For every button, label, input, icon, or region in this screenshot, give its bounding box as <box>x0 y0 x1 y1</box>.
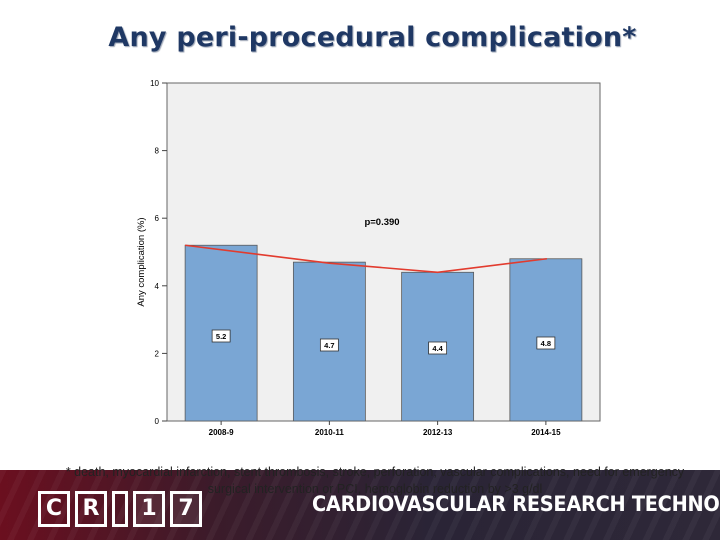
y-tick-label: 0 <box>155 417 160 426</box>
footer-banner: C R 1 7 CARDIOVASCULAR RESEARCH TECHNOLO… <box>0 470 720 540</box>
data-label: 4.4 <box>432 344 443 353</box>
y-tick-label: 4 <box>155 282 160 291</box>
footnote: * death, myocardial infarction, stent th… <box>65 465 685 496</box>
logo-letter <box>112 491 128 527</box>
data-label-box <box>211 329 231 343</box>
logo-letter: C <box>38 491 70 527</box>
x-tick-label: 2012-13 <box>423 428 453 437</box>
data-label-box <box>319 338 339 352</box>
trend-line <box>185 244 547 274</box>
x-tick-label: 2014-15 <box>531 428 561 437</box>
logo-letter: 7 <box>170 491 202 527</box>
data-label: 5.2 <box>216 332 226 341</box>
x-tick-label: 2010-11 <box>315 428 344 437</box>
data-label-box <box>428 341 448 355</box>
bar-chart: 0 2 4 6 8 10 Any complication (%) 2008-9 2010-11… <box>136 79 601 437</box>
logo-letter: 1 <box>133 491 165 527</box>
x-tick-label: 2008-9 <box>209 428 234 437</box>
p-value-annotation: p=0.390 <box>364 217 399 228</box>
data-label: 4.8 <box>541 339 551 348</box>
y-axis-label: Any complication (%) <box>136 217 147 306</box>
data-label: 4.7 <box>324 341 334 350</box>
data-label-box <box>536 336 556 350</box>
y-tick-label: 10 <box>150 79 159 88</box>
slide-title: Any peri-procedural complication* <box>108 22 637 53</box>
crt-logo: C R 1 7 <box>38 491 207 527</box>
y-tick-label: 6 <box>155 214 160 223</box>
organization-name: CARDIOVASCULAR RESEARCH TECHNOLOGIES <box>312 492 720 516</box>
y-tick-label: 8 <box>155 147 160 156</box>
footer-pattern <box>0 470 720 540</box>
logo-letter: R <box>75 491 107 527</box>
y-tick-label: 2 <box>155 349 160 358</box>
